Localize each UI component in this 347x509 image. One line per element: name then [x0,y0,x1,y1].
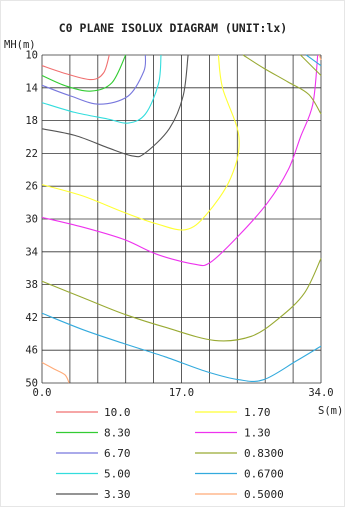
legend-label: 8.30 [104,427,131,440]
legend: 10.0 1.70 8.30 1.30 6.70 0.8300 5.00 0.6700 3.30… [56,406,284,501]
legend-label: 5.00 [104,468,131,481]
y-tick-label: 18 [25,115,38,127]
contour-line-segment-12 [305,54,322,67]
x-tick-labels: 0.0 17.0 34.0 [33,387,334,399]
y-axis-label: MH(m) [4,39,36,51]
y-tick-label: 10 [25,50,38,62]
y-tick-labels: 10 14 18 22 26 30 34 38 42 46 50 [25,50,38,390]
legend-label: 10.0 [104,406,131,419]
y-tick-label: 46 [25,345,38,357]
contour-line-segment-11 [300,54,322,76]
contour-line-10-0 [41,54,110,81]
y-tick-label: 34 [25,246,38,258]
y-tick-label: 42 [25,312,38,324]
x-tick-label: 17.0 [169,387,194,399]
legend-label: 1.30 [244,427,271,440]
y-tick-label: 38 [25,279,38,291]
contour-line-0-8300 [41,258,322,342]
x-axis-label: S(m) [318,405,343,417]
isolux-contours [41,54,322,384]
contour-line-segment-13 [318,54,322,61]
contour-line-0-5000 [41,362,70,384]
legend-label: 0.8300 [244,447,284,460]
contour-line-1-70 [41,54,240,231]
x-tick-label: 34.0 [308,387,333,399]
legend-label: 1.70 [244,406,271,419]
grid [41,54,322,384]
legend-label: 0.6700 [244,468,284,481]
legend-label: 6.70 [104,447,131,460]
legend-label: 3.30 [104,488,131,501]
contour-line-segment-10 [242,54,322,115]
y-tick-label: 30 [25,214,38,226]
contour-line-0-6700 [41,312,322,383]
contour-line-8-30 [41,54,127,92]
contour-line-6-70 [41,54,147,105]
contour-line-3-30 [41,54,189,158]
y-tick-label: 22 [25,148,38,160]
contour-line-1-30 [41,54,319,267]
y-tick-label: 26 [25,181,38,193]
x-tick-label: 0.0 [33,387,52,399]
y-tick-label: 50 [25,378,38,390]
contour-line-5-00 [41,54,162,124]
legend-label: 0.5000 [244,488,284,501]
y-tick-label: 14 [25,82,38,94]
chart-title: C0 PLANE ISOLUX DIAGRAM (UNIT:lx) [59,21,287,35]
